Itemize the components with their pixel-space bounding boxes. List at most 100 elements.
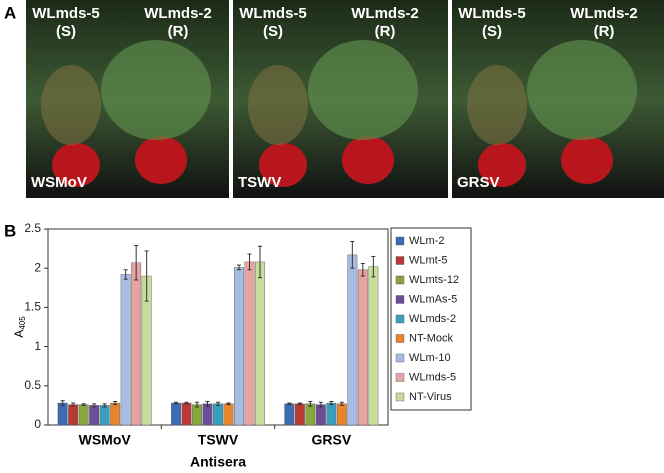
bar: [284, 403, 295, 426]
legend-label: NT-Virus: [409, 391, 452, 403]
plant-label: WLmds-2: [570, 5, 638, 22]
plant-tag: (R): [375, 23, 396, 40]
bar: [223, 403, 234, 426]
bar: [68, 404, 79, 426]
y-axis-label: A405: [12, 316, 27, 338]
error-bar: [371, 255, 376, 278]
legend-label: WLmds-2: [409, 313, 456, 325]
error-bar: [123, 269, 128, 280]
y-tick-label: 2.5: [24, 221, 41, 235]
error-bar: [226, 402, 231, 406]
error-bar: [102, 403, 107, 408]
bar: [244, 261, 255, 426]
bar: [305, 403, 316, 426]
foliage: [467, 65, 527, 145]
x-tick-label: WSMoV: [79, 432, 132, 448]
error-bar: [81, 403, 86, 406]
error-bar: [350, 241, 355, 269]
legend-box: [390, 227, 472, 411]
pot: [342, 136, 394, 184]
plant-tag: (R): [168, 23, 189, 40]
foliage: [101, 40, 211, 140]
plant-label: WLmds-2: [144, 5, 212, 22]
foliage: [248, 65, 308, 145]
bar: [255, 261, 265, 426]
foliage: [308, 40, 418, 140]
bar: [131, 262, 142, 426]
error-bar: [60, 400, 65, 406]
error-bar: [308, 400, 313, 407]
legend-label: WLm-10: [409, 352, 451, 364]
pot: [52, 143, 100, 187]
plant-tag: (S): [482, 23, 502, 40]
bar: [171, 402, 181, 426]
bar: [213, 403, 223, 426]
virus-label: WSMoV: [31, 174, 87, 191]
plant-label: WLmds-5: [32, 5, 100, 22]
error-bar: [247, 253, 252, 271]
legend-swatch: [395, 256, 405, 265]
error-bar: [174, 401, 178, 405]
error-bar: [339, 401, 344, 406]
panel-label: B: [4, 221, 16, 240]
error-bar: [258, 245, 262, 279]
virus-label: GRSV: [457, 174, 500, 191]
error-bar: [92, 403, 97, 408]
legend-swatch: [395, 373, 405, 382]
bar: [294, 403, 305, 426]
legend-swatch: [395, 353, 405, 363]
error-bar: [184, 401, 189, 405]
bar: [347, 254, 358, 426]
bar: [192, 404, 202, 426]
error-bar: [205, 400, 210, 407]
error-bar: [113, 400, 118, 406]
y-axis-label-main: A: [12, 330, 26, 338]
plant-tag: (S): [56, 23, 76, 40]
plot-frame: [47, 228, 389, 426]
y-tick-label: 0.5: [24, 378, 41, 392]
plant-tag: (S): [263, 23, 283, 40]
y-tick-label: 0: [34, 417, 41, 431]
bar: [110, 402, 121, 426]
error-bar: [71, 402, 76, 407]
y-tick-label: 2: [34, 260, 41, 274]
legend-label: NT-Mock: [409, 332, 454, 344]
plant-label: WLmds-2: [351, 5, 419, 22]
legend-label: WLmds-5: [409, 371, 456, 383]
x-axis-label: Antisera: [190, 454, 246, 470]
pot: [561, 136, 613, 184]
y-tick-label: 1.5: [24, 300, 41, 314]
y-tick-label: 1: [34, 339, 41, 353]
plant-tag: (R): [594, 23, 615, 40]
virus-label: TSWV: [238, 174, 281, 191]
bar: [326, 402, 337, 426]
legend-swatch: [395, 392, 405, 402]
plant-label: WLmds-5: [458, 5, 526, 22]
bar: [202, 403, 213, 426]
bar: [120, 274, 131, 426]
y-axis-label-sub: 405: [18, 316, 27, 330]
error-bar: [360, 262, 365, 277]
bar: [78, 404, 89, 426]
bar: [368, 266, 379, 426]
legend-swatch: [395, 295, 405, 304]
bar: [315, 404, 326, 426]
legend-swatch: [395, 236, 405, 246]
plant-label: WLmds-5: [239, 5, 307, 22]
legend-label: WLmts-12: [409, 274, 459, 286]
bar: [57, 402, 68, 426]
pot: [478, 143, 526, 187]
bar: [181, 402, 192, 426]
bar: [234, 267, 244, 426]
bar: [89, 405, 100, 426]
error-bar: [216, 401, 220, 406]
legend-label: WLmt-5: [409, 254, 448, 266]
panel-label: A: [4, 3, 16, 22]
bar: [357, 269, 368, 426]
legend-swatch: [395, 275, 405, 285]
error-bar: [318, 401, 323, 408]
foliage: [41, 65, 101, 145]
error-bar: [329, 400, 334, 406]
pot: [135, 136, 187, 184]
x-tick-label: GRSV: [311, 432, 351, 448]
